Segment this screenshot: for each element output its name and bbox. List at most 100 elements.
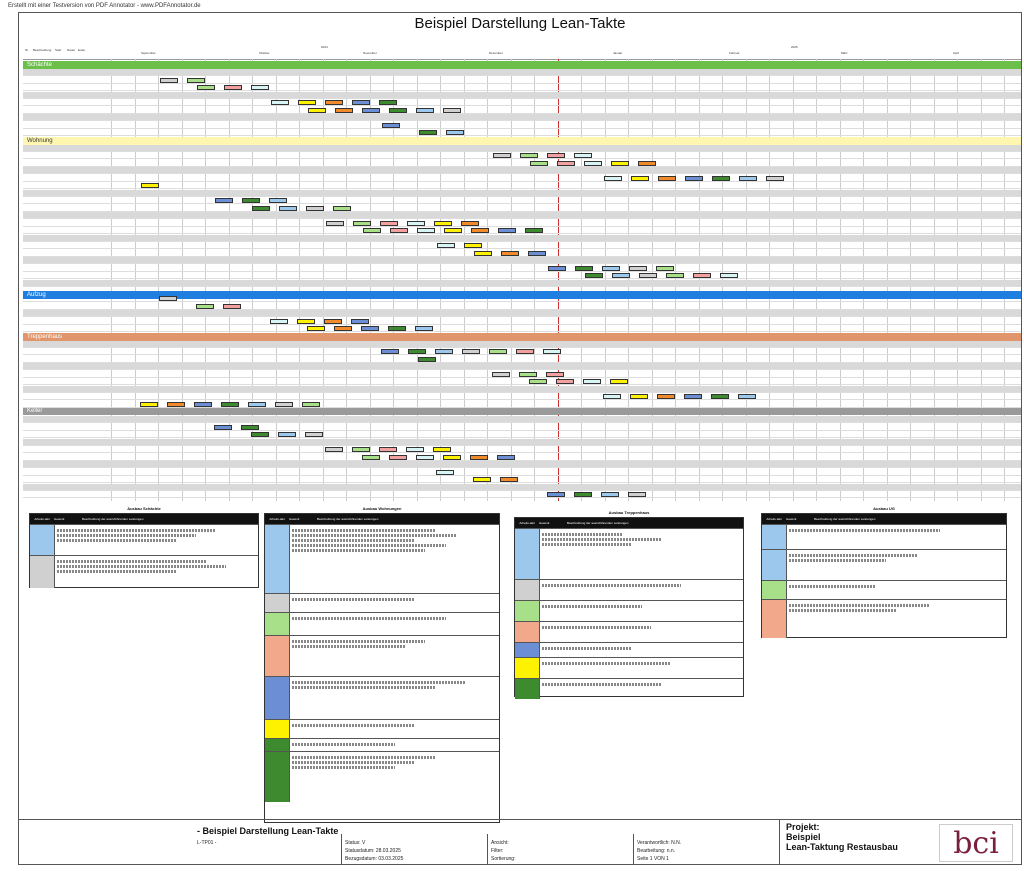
takt-bar[interactable] xyxy=(389,454,407,460)
takt-bar[interactable] xyxy=(602,265,620,271)
takt-bar[interactable] xyxy=(528,250,546,256)
takt-bar[interactable] xyxy=(530,160,548,166)
takt-bar[interactable] xyxy=(546,371,564,377)
takt-bar[interactable] xyxy=(380,220,398,226)
takt-bar[interactable] xyxy=(334,326,352,331)
takt-bar[interactable] xyxy=(307,326,325,331)
takt-bar[interactable] xyxy=(435,349,453,354)
takt-bar[interactable] xyxy=(326,220,344,226)
takt-bar[interactable] xyxy=(433,447,451,452)
takt-bar[interactable] xyxy=(417,228,435,233)
takt-bar[interactable] xyxy=(529,379,547,384)
takt-bar[interactable] xyxy=(251,85,269,90)
takt-bar[interactable] xyxy=(221,401,239,407)
takt-bar[interactable] xyxy=(583,379,601,384)
takt-bar[interactable] xyxy=(351,318,369,324)
takt-bar[interactable] xyxy=(407,220,425,226)
takt-bar[interactable] xyxy=(525,228,543,233)
takt-bar[interactable] xyxy=(557,160,575,166)
takt-bar[interactable] xyxy=(416,107,434,113)
takt-bar[interactable] xyxy=(658,175,676,181)
takt-bar[interactable] xyxy=(446,130,464,135)
takt-bar[interactable] xyxy=(248,401,266,407)
takt-bar[interactable] xyxy=(297,318,315,324)
takt-bar[interactable] xyxy=(279,205,297,211)
takt-bar[interactable] xyxy=(693,273,711,278)
takt-bar[interactable] xyxy=(353,220,371,226)
takt-bar[interactable] xyxy=(160,77,178,83)
takt-bar[interactable] xyxy=(519,371,537,377)
takt-bar[interactable] xyxy=(140,401,158,407)
takt-bar[interactable] xyxy=(362,107,380,113)
takt-bar[interactable] xyxy=(520,153,538,158)
takt-bar[interactable] xyxy=(666,273,684,278)
takt-bar[interactable] xyxy=(379,100,397,105)
takt-bar[interactable] xyxy=(361,326,379,331)
takt-bar[interactable] xyxy=(187,77,205,83)
takt-bar[interactable] xyxy=(500,477,518,482)
takt-bar[interactable] xyxy=(324,318,342,324)
takt-bar[interactable] xyxy=(464,243,482,248)
takt-bar[interactable] xyxy=(443,107,461,113)
takt-bar[interactable] xyxy=(275,401,293,407)
takt-bar[interactable] xyxy=(418,356,436,362)
takt-bar[interactable] xyxy=(388,326,406,331)
takt-bar[interactable] xyxy=(543,349,561,354)
takt-bar[interactable] xyxy=(352,447,370,452)
takt-bar[interactable] xyxy=(379,447,397,452)
takt-bar[interactable] xyxy=(270,318,288,324)
takt-bar[interactable] xyxy=(601,492,619,497)
takt-bar[interactable] xyxy=(167,401,185,407)
takt-bar[interactable] xyxy=(685,175,703,181)
takt-bar[interactable] xyxy=(498,228,516,233)
takt-bar[interactable] xyxy=(603,394,621,399)
takt-bar[interactable] xyxy=(269,198,287,203)
takt-bar[interactable] xyxy=(333,205,351,211)
takt-bar[interactable] xyxy=(390,228,408,233)
takt-bar[interactable] xyxy=(194,401,212,407)
takt-bar[interactable] xyxy=(271,100,289,105)
takt-bar[interactable] xyxy=(493,153,511,158)
takt-bar[interactable] xyxy=(415,326,433,331)
takt-bar[interactable] xyxy=(462,349,480,354)
takt-bar[interactable] xyxy=(363,228,381,233)
takt-bar[interactable] xyxy=(242,198,260,203)
takt-bar[interactable] xyxy=(252,205,270,211)
takt-bar[interactable] xyxy=(471,228,489,233)
takt-bar[interactable] xyxy=(437,243,455,248)
takt-bar[interactable] xyxy=(739,175,757,181)
takt-bar[interactable] xyxy=(159,296,177,301)
takt-bar[interactable] xyxy=(419,130,437,135)
takt-bar[interactable] xyxy=(305,432,323,437)
takt-bar[interactable] xyxy=(492,371,510,377)
takt-bar[interactable] xyxy=(489,349,507,354)
takt-bar[interactable] xyxy=(352,100,370,105)
takt-bar[interactable] xyxy=(501,250,519,256)
takt-bar[interactable] xyxy=(712,175,730,181)
takt-bar[interactable] xyxy=(325,447,343,452)
takt-bar[interactable] xyxy=(711,394,729,399)
takt-bar[interactable] xyxy=(574,153,592,158)
takt-bar[interactable] xyxy=(434,220,452,226)
takt-bar[interactable] xyxy=(556,379,574,384)
takt-bar[interactable] xyxy=(656,265,674,271)
takt-bar[interactable] xyxy=(406,447,424,452)
takt-bar[interactable] xyxy=(684,394,702,399)
takt-bar[interactable] xyxy=(224,85,242,90)
takt-bar[interactable] xyxy=(308,107,326,113)
takt-bar[interactable] xyxy=(298,100,316,105)
takt-bar[interactable] xyxy=(362,454,380,460)
takt-bar[interactable] xyxy=(302,401,320,407)
takt-bar[interactable] xyxy=(547,153,565,158)
takt-bar[interactable] xyxy=(389,107,407,113)
takt-bar[interactable] xyxy=(631,175,649,181)
takt-bar[interactable] xyxy=(516,349,534,354)
takt-bar[interactable] xyxy=(325,100,343,105)
takt-bar[interactable] xyxy=(474,250,492,256)
takt-bar[interactable] xyxy=(382,122,400,128)
takt-bar[interactable] xyxy=(214,424,232,430)
takt-bar[interactable] xyxy=(306,205,324,211)
takt-bar[interactable] xyxy=(584,160,602,166)
takt-bar[interactable] xyxy=(766,175,784,181)
takt-bar[interactable] xyxy=(335,107,353,113)
